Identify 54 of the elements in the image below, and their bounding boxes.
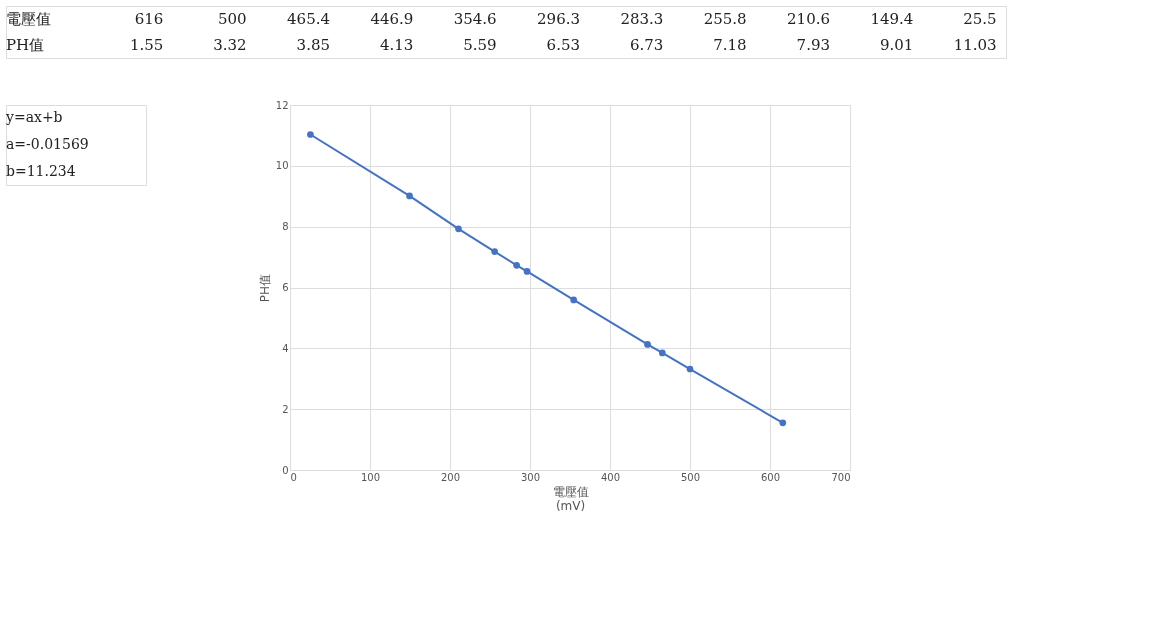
text: 465.4 (287, 10, 330, 28)
x-tick-label: 0 (290, 471, 297, 483)
y-tick-label: 8 (282, 221, 289, 233)
x-tick-label: 300 (520, 471, 541, 483)
point (523, 268, 531, 275)
text: 6.73 (629, 36, 664, 54)
point (406, 192, 413, 200)
text: 7.93 (796, 36, 830, 54)
x-tick-label: 100 (360, 471, 381, 483)
text: 電壓值 (6, 10, 51, 28)
text: b=11.234 (6, 162, 76, 179)
text: 25.5 (963, 10, 997, 28)
point (307, 131, 314, 138)
y-tick-label: 12 (275, 99, 289, 111)
text: 9.01 (879, 36, 914, 54)
x-axis-title: 電壓值 (mV) (552, 484, 589, 513)
x-tick-label: 400 (600, 471, 621, 483)
text: 3.85 (296, 36, 330, 54)
y-tick-label: 6 (282, 282, 289, 293)
text: a=-0.01569 (6, 136, 89, 152)
text: 255.8 (703, 10, 747, 28)
text: 5.59 (463, 36, 497, 54)
text: 210.6 (787, 10, 830, 28)
point (644, 341, 651, 348)
text: 1.55 (129, 36, 164, 54)
point (779, 419, 787, 427)
text: 4.13 (379, 36, 414, 54)
x-tick-label: 600 (760, 471, 781, 483)
text: 3.32 (213, 36, 247, 54)
x-tick-label: 700 (831, 471, 851, 483)
point (570, 296, 578, 304)
x-tick-label: 200 (440, 471, 461, 483)
point (658, 349, 666, 357)
text: 11.03 (953, 36, 997, 54)
y-tick-label: 10 (275, 160, 289, 172)
y-axis-title: PH值 (257, 273, 272, 303)
text: 354.6 (453, 10, 497, 28)
text: 7.18 (713, 36, 747, 54)
text: 446.9 (370, 10, 414, 28)
x-tick-label: 500 (680, 471, 701, 483)
text: 283.3 (620, 10, 664, 28)
y-tick-label: 4 (282, 342, 289, 354)
y-tick-label: 2 (282, 403, 289, 415)
text: 500 (218, 10, 247, 28)
point (686, 365, 694, 373)
point (491, 248, 498, 255)
point (455, 225, 462, 233)
text: 6.53 (546, 36, 580, 54)
point (513, 261, 520, 269)
text: 296.3 (537, 10, 580, 28)
text: 616 (134, 10, 164, 28)
text: y=ax+b (5, 109, 63, 126)
text: 149.4 (870, 10, 914, 28)
text: PH值 (6, 36, 45, 54)
